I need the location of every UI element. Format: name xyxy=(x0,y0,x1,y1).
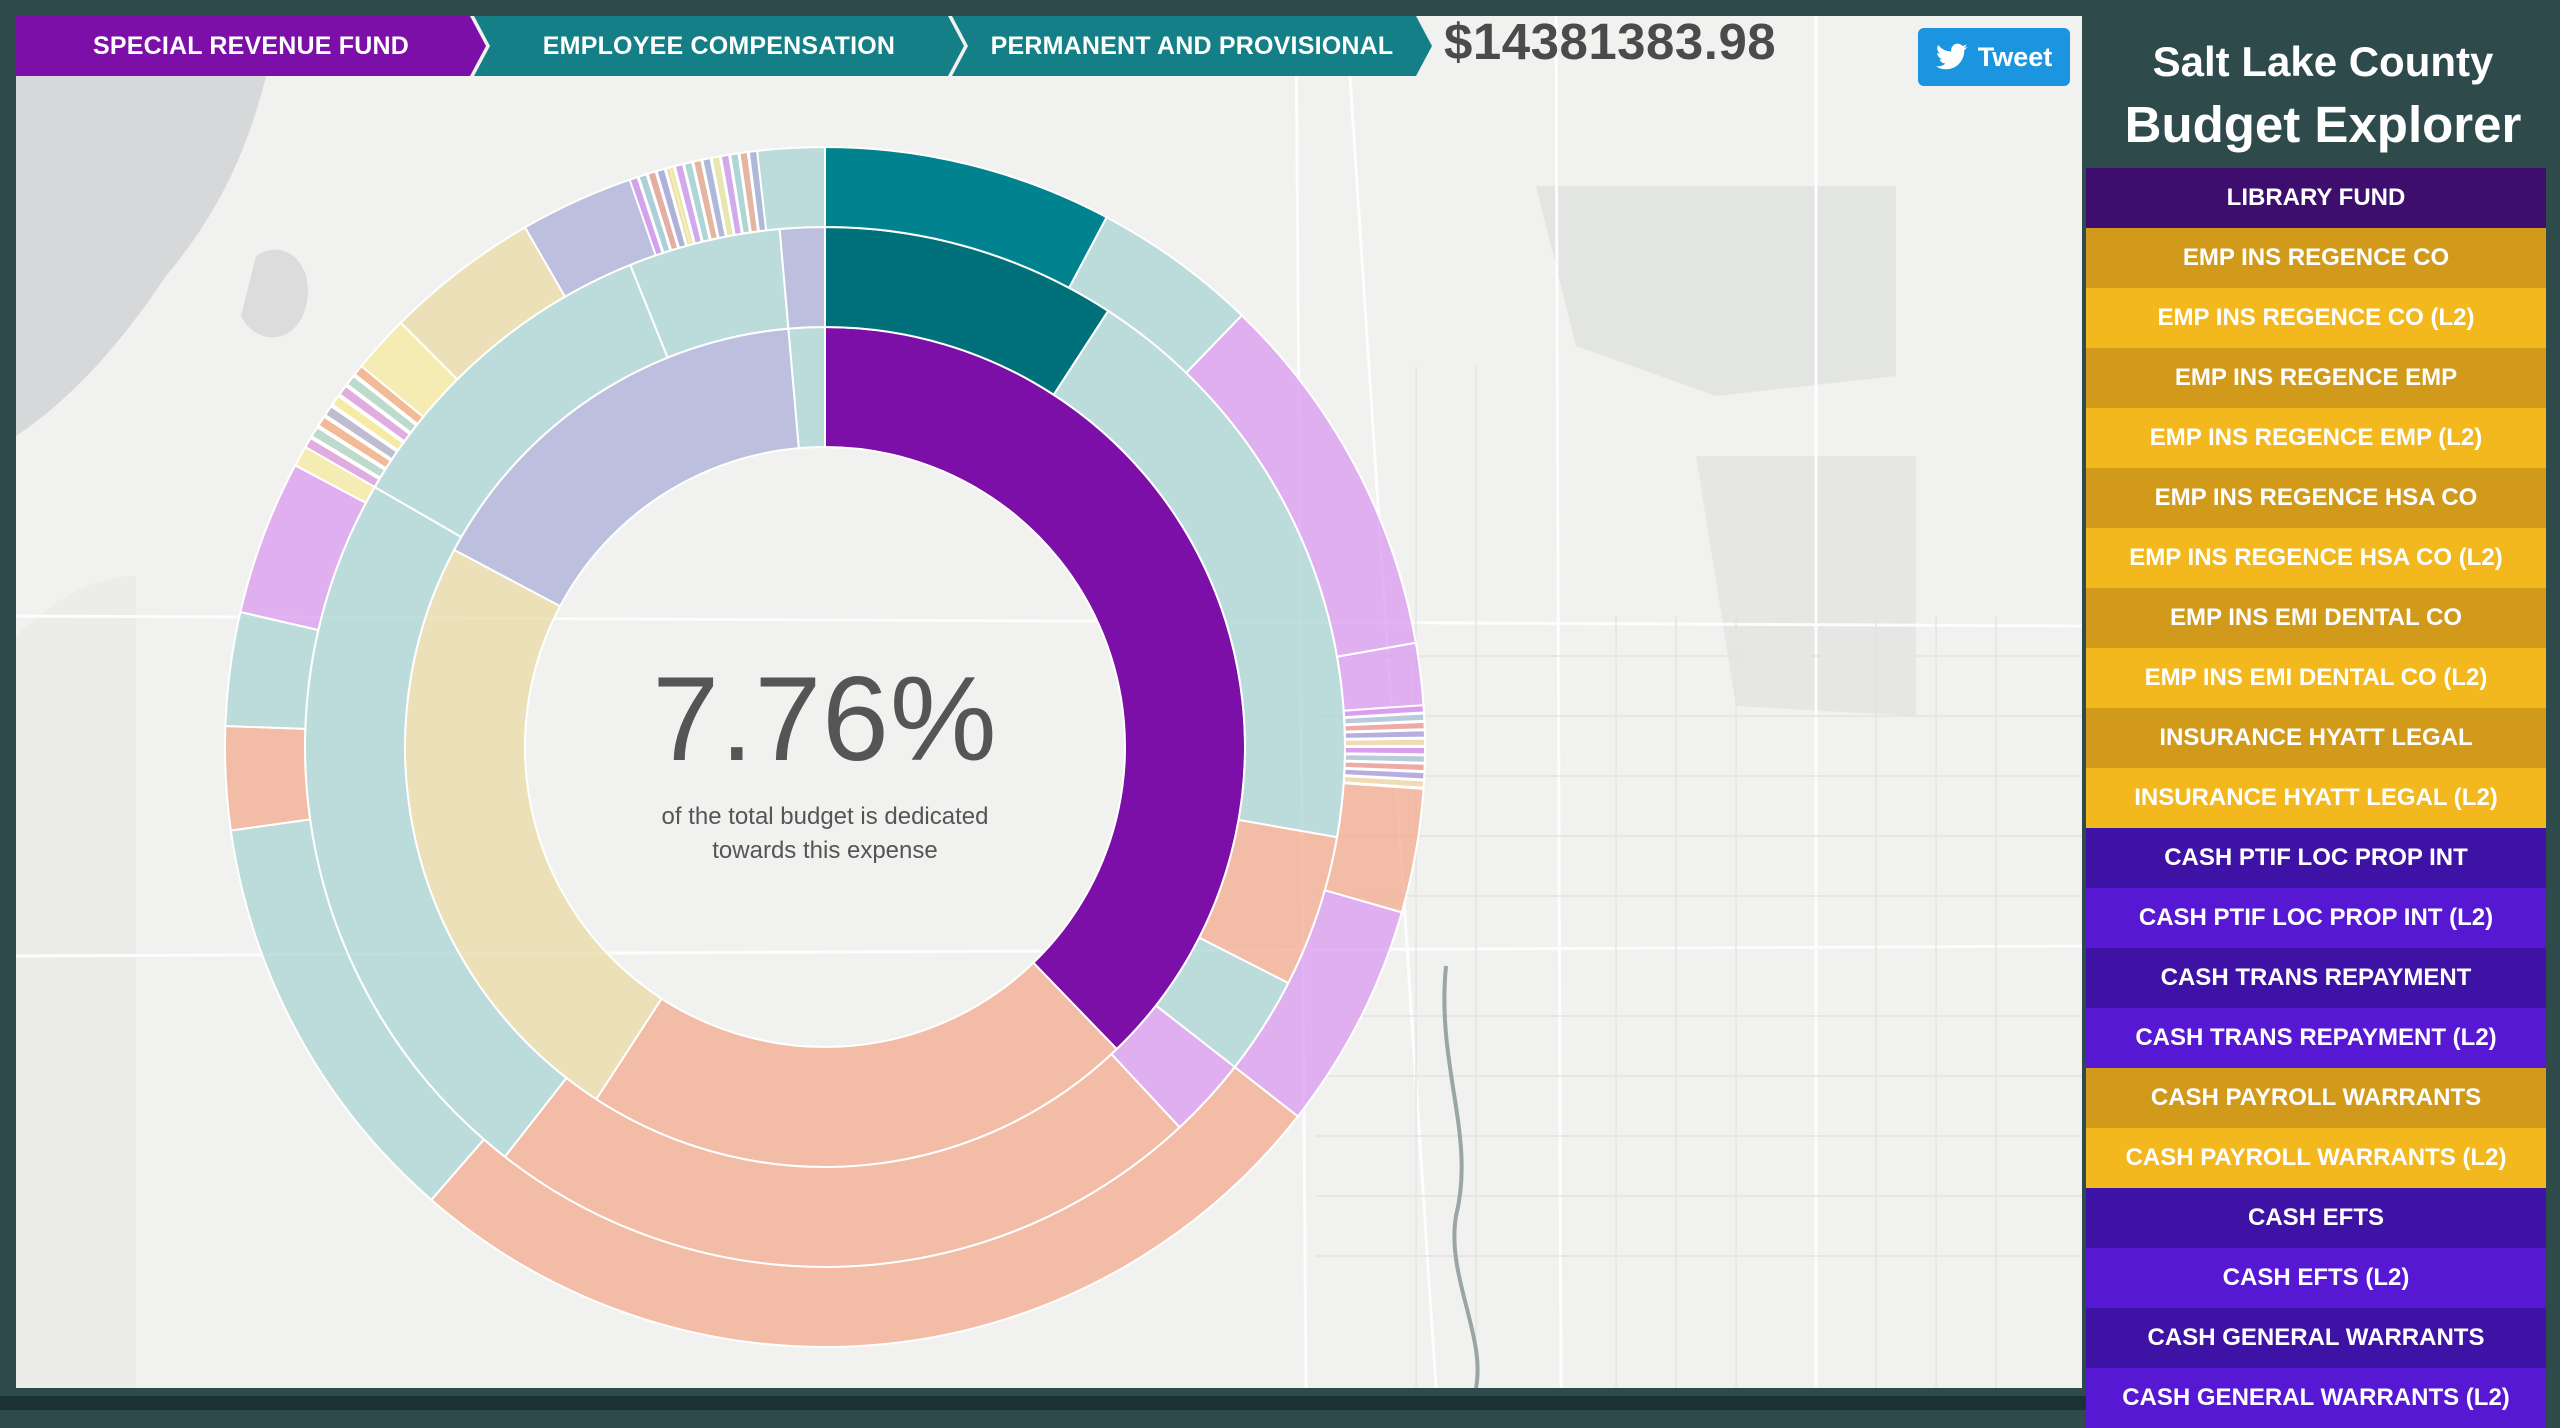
sidebar-item[interactable]: CASH PTIF LOC PROP INT xyxy=(2086,828,2546,888)
sidebar-item[interactable]: EMP INS REGENCE EMP xyxy=(2086,348,2546,408)
app-title-line-2: Budget Explorer xyxy=(2124,96,2522,153)
sunburst-sliver[interactable] xyxy=(345,374,418,435)
budget-share-percent: 7.76% xyxy=(652,652,998,786)
sidebar-item[interactable]: EMP INS REGENCE EMP (L2) xyxy=(2086,408,2546,468)
sidebar-item[interactable]: EMP INS REGENCE HSA CO (L2) xyxy=(2086,528,2546,588)
sidebar-item[interactable]: EMP INS REGENCE HSA CO xyxy=(2086,468,2546,528)
map-background xyxy=(16,16,2082,1388)
sunburst-segment[interactable] xyxy=(778,225,826,330)
sidebar-item[interactable]: EMP INS REGENCE CO (L2) xyxy=(2086,288,2546,348)
sunburst-sliver[interactable] xyxy=(304,436,381,489)
tweet-button[interactable]: Tweet xyxy=(1918,28,2070,86)
budget-share-caption: of the total budget is dedicated towards… xyxy=(610,800,1040,868)
breadcrumb: SPECIAL REVENUE FUND EMPLOYEE COMPENSATI… xyxy=(16,16,1420,76)
sunburst-sliver[interactable] xyxy=(317,415,393,470)
sidebar-item[interactable]: EMP INS EMI DENTAL CO xyxy=(2086,588,2546,648)
sidebar-item[interactable]: CASH TRANS REPAYMENT xyxy=(2086,948,2546,1008)
budget-sunburst-chart[interactable] xyxy=(16,16,2082,1388)
total-amount: $14381383.98 xyxy=(1444,13,1777,70)
sidebar-item[interactable]: CASH PAYROLL WARRANTS (L2) xyxy=(2086,1128,2546,1188)
sidebar-item[interactable]: CASH EFTS (L2) xyxy=(2086,1248,2546,1308)
sunburst-sliver[interactable] xyxy=(353,364,425,426)
sunburst-sliver[interactable] xyxy=(330,394,405,452)
tweet-label: Tweet xyxy=(1977,41,2053,72)
sunburst-sliver[interactable] xyxy=(1342,774,1426,789)
sidebar-item[interactable]: LIBRARY FUND xyxy=(2086,168,2546,228)
sidebar-item[interactable]: INSURANCE HYATT LEGAL (L2) xyxy=(2086,768,2546,828)
sidebar-item[interactable]: EMP INS EMI DENTAL CO (L2) xyxy=(2086,648,2546,708)
caption-line-2: towards this expense xyxy=(712,837,938,864)
app-title: Salt Lake County Budget Explorer xyxy=(2086,32,2560,158)
sidebar-item[interactable]: CASH EFTS xyxy=(2086,1188,2546,1248)
sunburst-segment[interactable] xyxy=(224,725,312,832)
sidebar-item[interactable]: EMP INS REGENCE CO xyxy=(2086,228,2546,288)
sidebar-item[interactable]: CASH GENERAL WARRANTS (L2) xyxy=(2086,1368,2546,1428)
sunburst-sliver[interactable] xyxy=(323,404,399,461)
breadcrumb-permanent-and-provisional[interactable]: PERMANENT AND PROVISIONAL xyxy=(952,16,1432,76)
sidebar-item[interactable]: CASH GENERAL WARRANTS xyxy=(2086,1308,2546,1368)
sunburst-sliver[interactable] xyxy=(338,384,412,443)
breadcrumb-employee-compensation[interactable]: EMPLOYEE COMPENSATION xyxy=(474,16,964,76)
sunburst-sliver[interactable] xyxy=(1343,729,1426,740)
sunburst-sliver[interactable] xyxy=(310,425,387,479)
sidebar-item[interactable]: CASH TRANS REPAYMENT (L2) xyxy=(2086,1008,2546,1068)
twitter-bird-icon xyxy=(1935,43,1968,70)
breadcrumb-special-revenue-fund[interactable]: SPECIAL REVENUE FUND xyxy=(16,16,486,76)
caption-line-1: of the total budget is dedicated xyxy=(661,803,989,830)
sidebar-list: LIBRARY FUND EMP INS REGENCE CO EMP INS RE… xyxy=(2086,168,2546,1428)
sunburst-segment[interactable] xyxy=(224,610,320,730)
sunburst-sliver[interactable] xyxy=(747,149,768,233)
sunburst-sliver[interactable] xyxy=(1343,737,1427,748)
app-title-line-1: Salt Lake County xyxy=(2152,38,2494,85)
bottom-strip xyxy=(0,1396,2086,1410)
sidebar-item[interactable]: CASH PAYROLL WARRANTS xyxy=(2086,1068,2546,1128)
sidebar-item[interactable]: INSURANCE HYATT LEGAL xyxy=(2086,708,2546,768)
sidebar: Salt Lake County Budget Explorer LIBRARY… xyxy=(2086,0,2560,1428)
sunburst-sliver[interactable] xyxy=(1343,746,1427,756)
sidebar-item[interactable]: CASH PTIF LOC PROP INT (L2) xyxy=(2086,888,2546,948)
